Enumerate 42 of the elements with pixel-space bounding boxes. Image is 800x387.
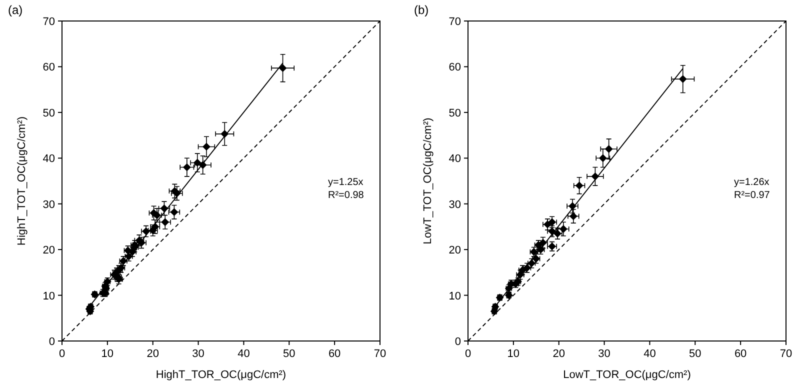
x-axis-title: LowT_TOR_OC(μgC/cm²) bbox=[563, 369, 691, 381]
chart-title: (a) bbox=[8, 3, 23, 17]
y-tick-label: 40 bbox=[448, 153, 461, 166]
y-tick-label: 50 bbox=[448, 107, 461, 120]
y-tick-label: 20 bbox=[448, 244, 461, 257]
y-tick-label: 10 bbox=[42, 290, 55, 302]
y-tick-label: 60 bbox=[42, 62, 55, 74]
x-tick-label: 20 bbox=[146, 348, 159, 360]
y-tick-label: 0 bbox=[454, 336, 461, 348]
y-tick-label: 30 bbox=[448, 198, 461, 211]
y-tick-label: 30 bbox=[42, 198, 55, 211]
x-tick-label: 40 bbox=[238, 348, 250, 360]
annotation: y=1.26x bbox=[734, 177, 770, 188]
annotation: y=1.25x bbox=[328, 177, 364, 188]
y-axis-title: LowT_TOT_OC(μgC/cm²) bbox=[422, 118, 434, 244]
x-tick-label: 60 bbox=[328, 348, 341, 360]
x-tick-label: 70 bbox=[374, 348, 386, 360]
y-tick-label: 20 bbox=[42, 244, 55, 257]
x-axis-title: HighT_TOR_OC(μgC/cm²) bbox=[156, 369, 286, 381]
annotation: R²=0.98 bbox=[328, 190, 364, 201]
x-tick-label: 60 bbox=[734, 348, 747, 360]
y-tick-label: 0 bbox=[48, 336, 55, 348]
x-tick-label: 10 bbox=[507, 348, 520, 360]
annotation: R²=0.97 bbox=[734, 190, 770, 201]
y-tick-label: 40 bbox=[42, 153, 55, 166]
y-tick-label: 50 bbox=[42, 107, 55, 120]
x-tick-label: 10 bbox=[101, 348, 114, 360]
x-tick-label: 70 bbox=[780, 348, 792, 360]
x-tick-label: 30 bbox=[598, 348, 610, 360]
x-tick-label: 0 bbox=[464, 348, 472, 360]
y-tick-label: 70 bbox=[448, 16, 461, 28]
y-tick-label: 10 bbox=[448, 290, 461, 302]
y-axis-title: HighT_TOT_OC(μgC/cm²) bbox=[16, 116, 28, 246]
x-tick-label: 20 bbox=[552, 348, 565, 360]
x-tick-label: 50 bbox=[689, 348, 702, 360]
x-tick-label: 50 bbox=[283, 348, 296, 360]
x-tick-label: 40 bbox=[644, 348, 656, 360]
y-tick-label: 60 bbox=[448, 62, 461, 74]
x-tick-label: 30 bbox=[192, 348, 204, 360]
chart-title: (b) bbox=[414, 3, 429, 17]
x-tick-label: 0 bbox=[58, 348, 66, 360]
y-tick-label: 70 bbox=[42, 16, 55, 28]
